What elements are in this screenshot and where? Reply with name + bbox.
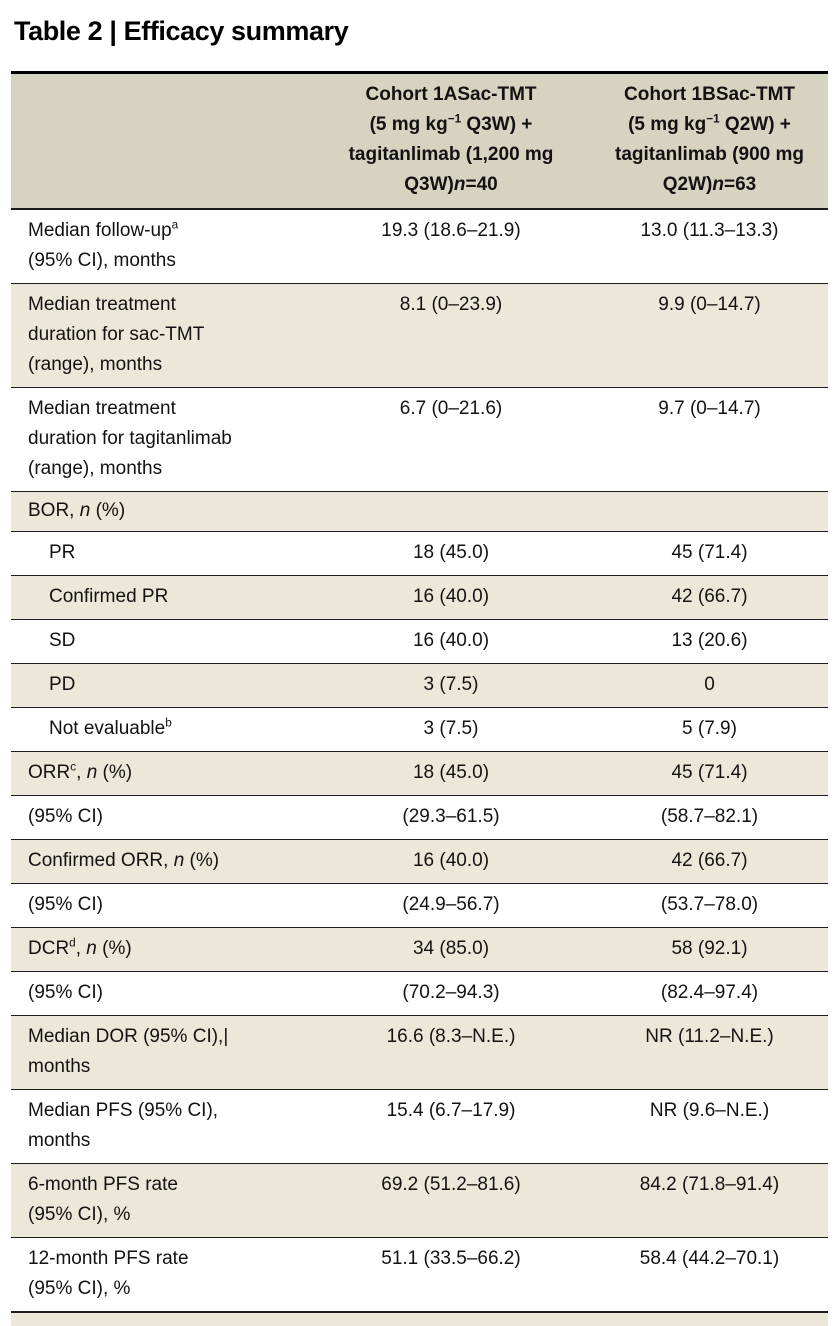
row-label: Median treatment duration for tagitanlim… <box>28 398 232 479</box>
value-cell-cohort-1b: (82.4–97.4) <box>660 982 759 1003</box>
value-cell-cohort-1b: 13.0 (11.3–13.3) <box>640 220 779 241</box>
row-label: BOR, n (%) <box>28 500 126 521</box>
value-cell-cohort-1a: 18 (45.0) <box>412 762 490 783</box>
value-cell-cohort-1a: 34 (85.0) <box>412 938 490 959</box>
efficacy-summary-table: Cohort 1ASac-TMT (5 mg kg−1 Q3W) + tagit… <box>11 71 828 1326</box>
value-cell-cohort-1b: 58 (92.1) <box>671 938 748 959</box>
value-cell-cohort-1a: 15.4 (6.7–17.9) <box>386 1100 516 1121</box>
table-row: (95% CI) (24.9–56.7) (53.7–78.0) <box>11 883 828 927</box>
row-label: Confirmed PR <box>49 586 169 607</box>
value-cell-cohort-1a: 51.1 (33.5–66.2) <box>381 1248 521 1269</box>
table-row: Median DOR (95% CI),| months 16.6 (8.3–N… <box>11 1015 828 1089</box>
value-cell-cohort-1b: 5 (7.9) <box>682 718 737 739</box>
value-cell-cohort-1a: 19.3 (18.6–21.9) <box>381 220 521 241</box>
table-row: DCRd, n (%) 34 (85.0) 58 (92.1) <box>11 927 828 971</box>
table-row: Median follow-upa (95% CI), months 19.3 … <box>11 210 828 283</box>
value-cell-cohort-1b: NR (9.6–N.E.) <box>649 1100 770 1121</box>
value-cell-cohort-1b: NR (11.2–N.E.) <box>645 1026 774 1047</box>
value-cell-cohort-1a: (29.3–61.5) <box>402 806 500 827</box>
value-cell-cohort-1b: 9.9 (0–14.7) <box>658 294 761 315</box>
table-row: BOR, n (%) <box>11 491 828 531</box>
table-row: PR 18 (45.0) 45 (71.4) <box>11 531 828 575</box>
table-row: Median treatment duration for sac-TMT (r… <box>11 283 828 387</box>
paper-page: Table 2 | Efficacy summary Cohort 1ASac-… <box>0 16 838 1326</box>
value-cell-cohort-1a: 69.2 (51.2–81.6) <box>381 1174 521 1195</box>
table-header-row: Cohort 1ASac-TMT (5 mg kg−1 Q3W) + tagit… <box>11 74 828 210</box>
row-label: Median DOR (95% CI),| months <box>28 1026 229 1077</box>
row-label: 6-month PFS rate (95% CI), % <box>28 1174 178 1225</box>
value-cell-cohort-1a: 18 (45.0) <box>412 542 490 563</box>
value-cell-cohort-1a: (70.2–94.3) <box>402 982 500 1003</box>
value-cell-cohort-1b: 45 (71.4) <box>671 762 748 783</box>
value-cell-cohort-1b: 13 (20.6) <box>671 630 748 651</box>
value-cell-cohort-1b: 58.4 (44.2–70.1) <box>639 1248 780 1269</box>
table-row: Not evaluableb 3 (7.5) 5 (7.9) <box>11 707 828 751</box>
table-row: Confirmed PR 16 (40.0) 42 (66.7) <box>11 575 828 619</box>
row-label: DCRd, n (%) <box>28 936 132 959</box>
value-cell-cohort-1a: 6.7 (0–21.6) <box>399 398 503 419</box>
value-cell-cohort-1b: 42 (66.7) <box>671 850 748 871</box>
value-cell-cohort-1a: 16.6 (8.3–N.E.) <box>386 1026 516 1047</box>
table-row: ORRc, n (%) 18 (45.0) 45 (71.4) <box>11 751 828 795</box>
table-bottom-rule <box>11 1311 828 1326</box>
row-label: Median PFS (95% CI), months <box>28 1100 219 1151</box>
table-row: (95% CI) (70.2–94.3) (82.4–97.4) <box>11 971 828 1015</box>
table-title: Table 2 | Efficacy summary <box>14 16 349 46</box>
table-row: Median PFS (95% CI), months 15.4 (6.7–17… <box>11 1089 828 1163</box>
value-cell-cohort-1b: 0 <box>704 674 715 695</box>
row-label: Median follow-upa (95% CI), months <box>28 218 179 271</box>
table-row: Confirmed ORR, n (%) 16 (40.0) 42 (66.7) <box>11 839 828 883</box>
column-header-cohort-1a: Cohort 1ASac-TMT (5 mg kg−1 Q3W) + tagit… <box>348 84 554 195</box>
table-body: Median follow-upa (95% CI), months 19.3 … <box>11 210 828 1311</box>
row-label: (95% CI) <box>28 982 103 1003</box>
value-cell-cohort-1b: 45 (71.4) <box>671 542 748 563</box>
row-label: Not evaluableb <box>49 716 172 739</box>
value-cell-cohort-1b: (58.7–82.1) <box>660 806 759 827</box>
row-label: ORRc, n (%) <box>28 760 133 783</box>
table-row: 12-month PFS rate (95% CI), % 51.1 (33.5… <box>11 1237 828 1311</box>
row-label: PR <box>49 542 76 563</box>
row-label: Median treatment duration for sac-TMT (r… <box>28 294 205 375</box>
row-label: (95% CI) <box>28 894 103 915</box>
value-cell-cohort-1b: 9.7 (0–14.7) <box>658 398 761 419</box>
column-header-cohort-1b: Cohort 1BSac-TMT (5 mg kg−1 Q2W) + tagit… <box>615 84 804 195</box>
value-cell-cohort-1b: 42 (66.7) <box>671 586 748 607</box>
value-cell-cohort-1a: 3 (7.5) <box>423 718 479 739</box>
value-cell-cohort-1a: (24.9–56.7) <box>402 894 500 915</box>
row-label: SD <box>49 630 76 651</box>
value-cell-cohort-1a: 16 (40.0) <box>412 850 490 871</box>
table-row: 6-month PFS rate (95% CI), % 69.2 (51.2–… <box>11 1163 828 1237</box>
value-cell-cohort-1b: (53.7–78.0) <box>660 894 759 915</box>
row-label: (95% CI) <box>28 806 103 827</box>
row-label-column-header <box>11 80 311 200</box>
table-row: Median treatment duration for tagitanlim… <box>11 387 828 491</box>
table-row: PD 3 (7.5) 0 <box>11 663 828 707</box>
row-label: 12-month PFS rate (95% CI), % <box>28 1248 189 1299</box>
value-cell-cohort-1a: 16 (40.0) <box>412 630 490 651</box>
value-cell-cohort-1a: 3 (7.5) <box>423 674 479 695</box>
row-label: PD <box>49 674 76 695</box>
value-cell-cohort-1a: 16 (40.0) <box>412 586 490 607</box>
value-cell-cohort-1a: 8.1 (0–23.9) <box>399 294 503 315</box>
table-row: (95% CI) (29.3–61.5) (58.7–82.1) <box>11 795 828 839</box>
row-label: Confirmed ORR, n (%) <box>28 850 220 871</box>
table-row: SD 16 (40.0) 13 (20.6) <box>11 619 828 663</box>
value-cell-cohort-1b: 84.2 (71.8–91.4) <box>639 1174 780 1195</box>
